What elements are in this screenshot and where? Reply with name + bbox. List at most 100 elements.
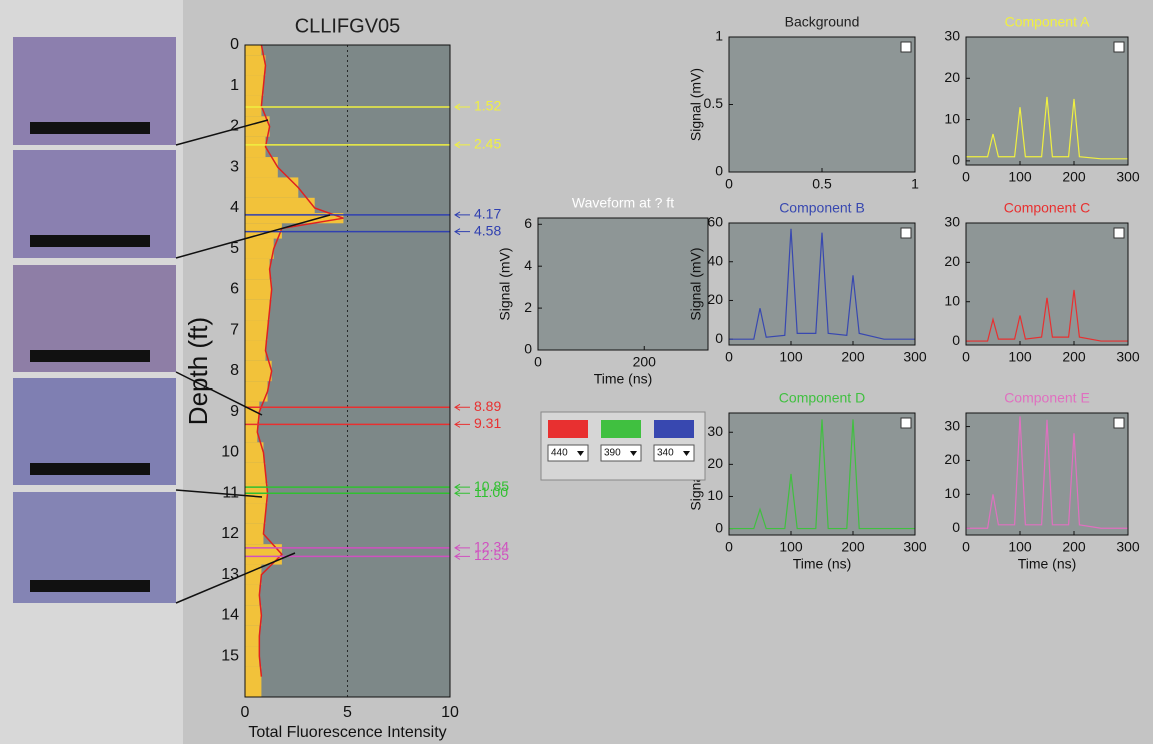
y-tick-label: 0: [952, 519, 960, 535]
y-tick-label: 30: [944, 417, 960, 433]
plot-area: [966, 413, 1128, 535]
y-tick-label: 3: [230, 158, 239, 175]
x-tick-label: 200: [841, 349, 865, 365]
intensity-band: [245, 605, 262, 626]
x-tick-label: 0: [962, 349, 970, 365]
checkbox[interactable]: [900, 417, 912, 429]
wavelength-dropdown[interactable]: [600, 444, 642, 462]
intensity-band: [245, 625, 260, 647]
dropdown-arrow: [630, 451, 637, 456]
chart-title: Component D: [779, 390, 865, 406]
checkbox[interactable]: [1113, 41, 1125, 53]
y-tick-label: 30: [944, 214, 960, 230]
x-tick-label: 300: [1116, 169, 1140, 185]
marker-label: 10.85: [474, 478, 509, 494]
marker-label: 4.17: [474, 206, 501, 222]
y-tick-label: 2: [230, 118, 239, 135]
x-tick-label: 200: [841, 539, 865, 555]
photo-caption-bar: [30, 580, 150, 592]
y-tick-label: 1: [715, 28, 723, 44]
chart-title: Component B: [779, 200, 865, 216]
intensity-band: [245, 442, 264, 463]
marker-label: 12.55: [474, 547, 509, 563]
intensity-band: [245, 238, 274, 259]
chart-title: Waveform at ? ft: [572, 195, 674, 211]
x-tick-label: 300: [903, 349, 927, 365]
intensity-band: [245, 544, 282, 565]
x-axis-label: Time (ns): [1018, 556, 1077, 572]
y-tick-label: 10: [707, 487, 723, 503]
x-axis-label: Time (ns): [594, 371, 653, 387]
x-tick-label: 0: [725, 349, 733, 365]
intensity-band: [245, 360, 272, 382]
y-tick-label: 30: [707, 423, 723, 439]
intensity-band: [245, 503, 266, 524]
x-tick-label: 0: [725, 539, 733, 555]
intensity-band: [245, 401, 260, 422]
marker-label: 2.45: [474, 136, 501, 152]
x-tick-label: 100: [1008, 539, 1032, 555]
y-tick-label: 4: [524, 257, 532, 273]
plot-area: [729, 37, 915, 172]
marker-arrow: [454, 544, 470, 552]
intensity-band: [245, 646, 260, 667]
plot-area: [966, 223, 1128, 345]
intensity-band: [245, 523, 264, 545]
x-tick-label: 200: [1062, 539, 1086, 555]
axes-frame: [965, 412, 1129, 536]
wavelength-dropdown[interactable]: [547, 444, 589, 462]
wavelength-dropdown[interactable]: [653, 444, 695, 462]
y-tick-label: 5: [230, 240, 239, 257]
x-tick-label: 100: [779, 539, 803, 555]
intensity-band: [245, 213, 344, 224]
marker-arrow: [454, 552, 470, 560]
signal-line: [966, 289, 1128, 342]
axes-frame: [244, 44, 451, 698]
intensity-band: [245, 564, 262, 585]
wavelength-value: 440: [551, 448, 568, 459]
signal-line: [966, 416, 1128, 529]
y-tick-label: 0: [230, 36, 239, 53]
checkbox[interactable]: [1113, 417, 1125, 429]
marker-arrow: [454, 103, 470, 111]
y-tick-label: 0: [952, 152, 960, 168]
marker-arrow: [454, 141, 470, 149]
y-tick-label: 15: [221, 647, 239, 664]
chart-title: Component A: [1005, 14, 1090, 30]
intensity-band: [245, 340, 266, 361]
intensity-outline: [256, 44, 344, 677]
plot-area: [729, 413, 915, 535]
y-tick-label: 9: [230, 403, 239, 420]
intensity-band: [245, 381, 268, 402]
intensity-band: [245, 45, 262, 56]
checkbox[interactable]: [900, 227, 912, 239]
x-tick-label: 300: [903, 539, 927, 555]
checkbox[interactable]: [900, 41, 912, 53]
y-axis-label: Signal (mV): [497, 247, 513, 320]
marker-label: 4.58: [474, 222, 501, 238]
y-tick-label: 0: [524, 341, 532, 357]
y-axis-label: Depth (ft): [183, 317, 213, 425]
photo-caption-bar: [30, 235, 150, 247]
photo-caption-bar: [30, 463, 150, 475]
y-tick-label: 10: [944, 485, 960, 501]
y-axis-label: Signal (mV): [688, 68, 704, 141]
marker-label: 11.00: [474, 484, 508, 500]
photo-link: [175, 214, 331, 259]
channel-controls: 440 390 340: [547, 420, 695, 462]
intensity-band: [245, 116, 270, 137]
chart-title: Component C: [1004, 200, 1090, 216]
x-axis-label: Time (ns): [793, 556, 852, 572]
photo-link: [175, 552, 296, 604]
y-tick-label: 20: [707, 291, 723, 307]
y-tick-label: 8: [230, 362, 239, 379]
marker-label: 1.52: [474, 98, 501, 114]
channel-swatch: [548, 420, 588, 438]
x-tick-label: 100: [1008, 169, 1032, 185]
x-tick-label: 10: [441, 704, 459, 721]
dropdown-arrow: [683, 451, 690, 456]
x-tick-label: 300: [1116, 539, 1140, 555]
checkbox[interactable]: [1113, 227, 1125, 239]
